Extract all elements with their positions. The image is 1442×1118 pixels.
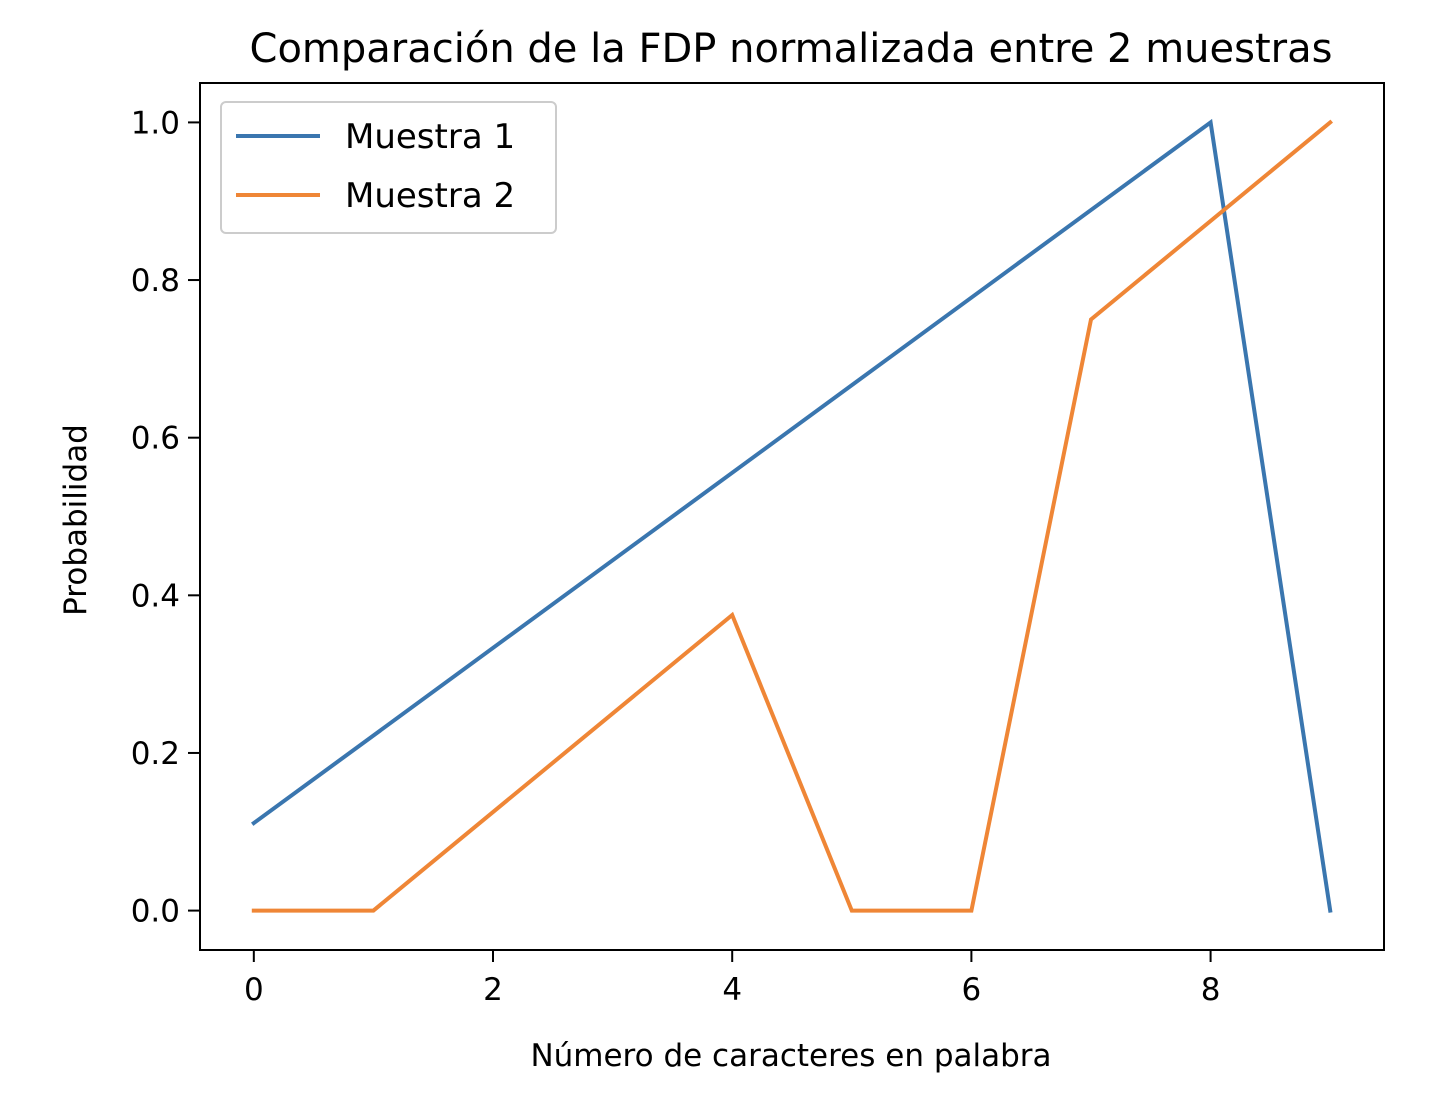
x-tick-label: 0: [244, 972, 264, 1008]
series-layer: [251, 118, 1334, 913]
x-tick-label: 6: [962, 972, 982, 1008]
series-line-2: [251, 119, 1334, 913]
chart-title: Comparación de la FDP normalizada entre …: [250, 26, 1333, 72]
x-tick-label: 2: [483, 972, 503, 1008]
y-tick-label: 0.4: [131, 578, 180, 614]
y-tick-label: 1.0: [131, 105, 180, 141]
x-axis: 0 2 4 6 8: [244, 950, 1221, 1008]
y-tick-label: 0.8: [131, 263, 180, 299]
y-tick-label: 0.6: [131, 421, 180, 457]
legend: Muestra 1 Muestra 2: [220, 101, 557, 234]
x-axis-label: Número de caracteres en palabra: [530, 1038, 1051, 1074]
y-tick-label: 0.0: [131, 894, 180, 930]
y-axis-label: Probabilidad: [58, 424, 94, 616]
x-tick-label: 4: [722, 972, 742, 1008]
x-tick-label: 8: [1201, 972, 1221, 1008]
series-line-1: [251, 118, 1333, 913]
legend-label-1: Muestra 1: [345, 117, 515, 157]
y-axis: 0.0 0.2 0.4 0.6 0.8 1.0: [131, 105, 200, 930]
y-tick-label: 0.2: [131, 736, 180, 772]
legend-label-2: Muestra 2: [345, 176, 515, 216]
